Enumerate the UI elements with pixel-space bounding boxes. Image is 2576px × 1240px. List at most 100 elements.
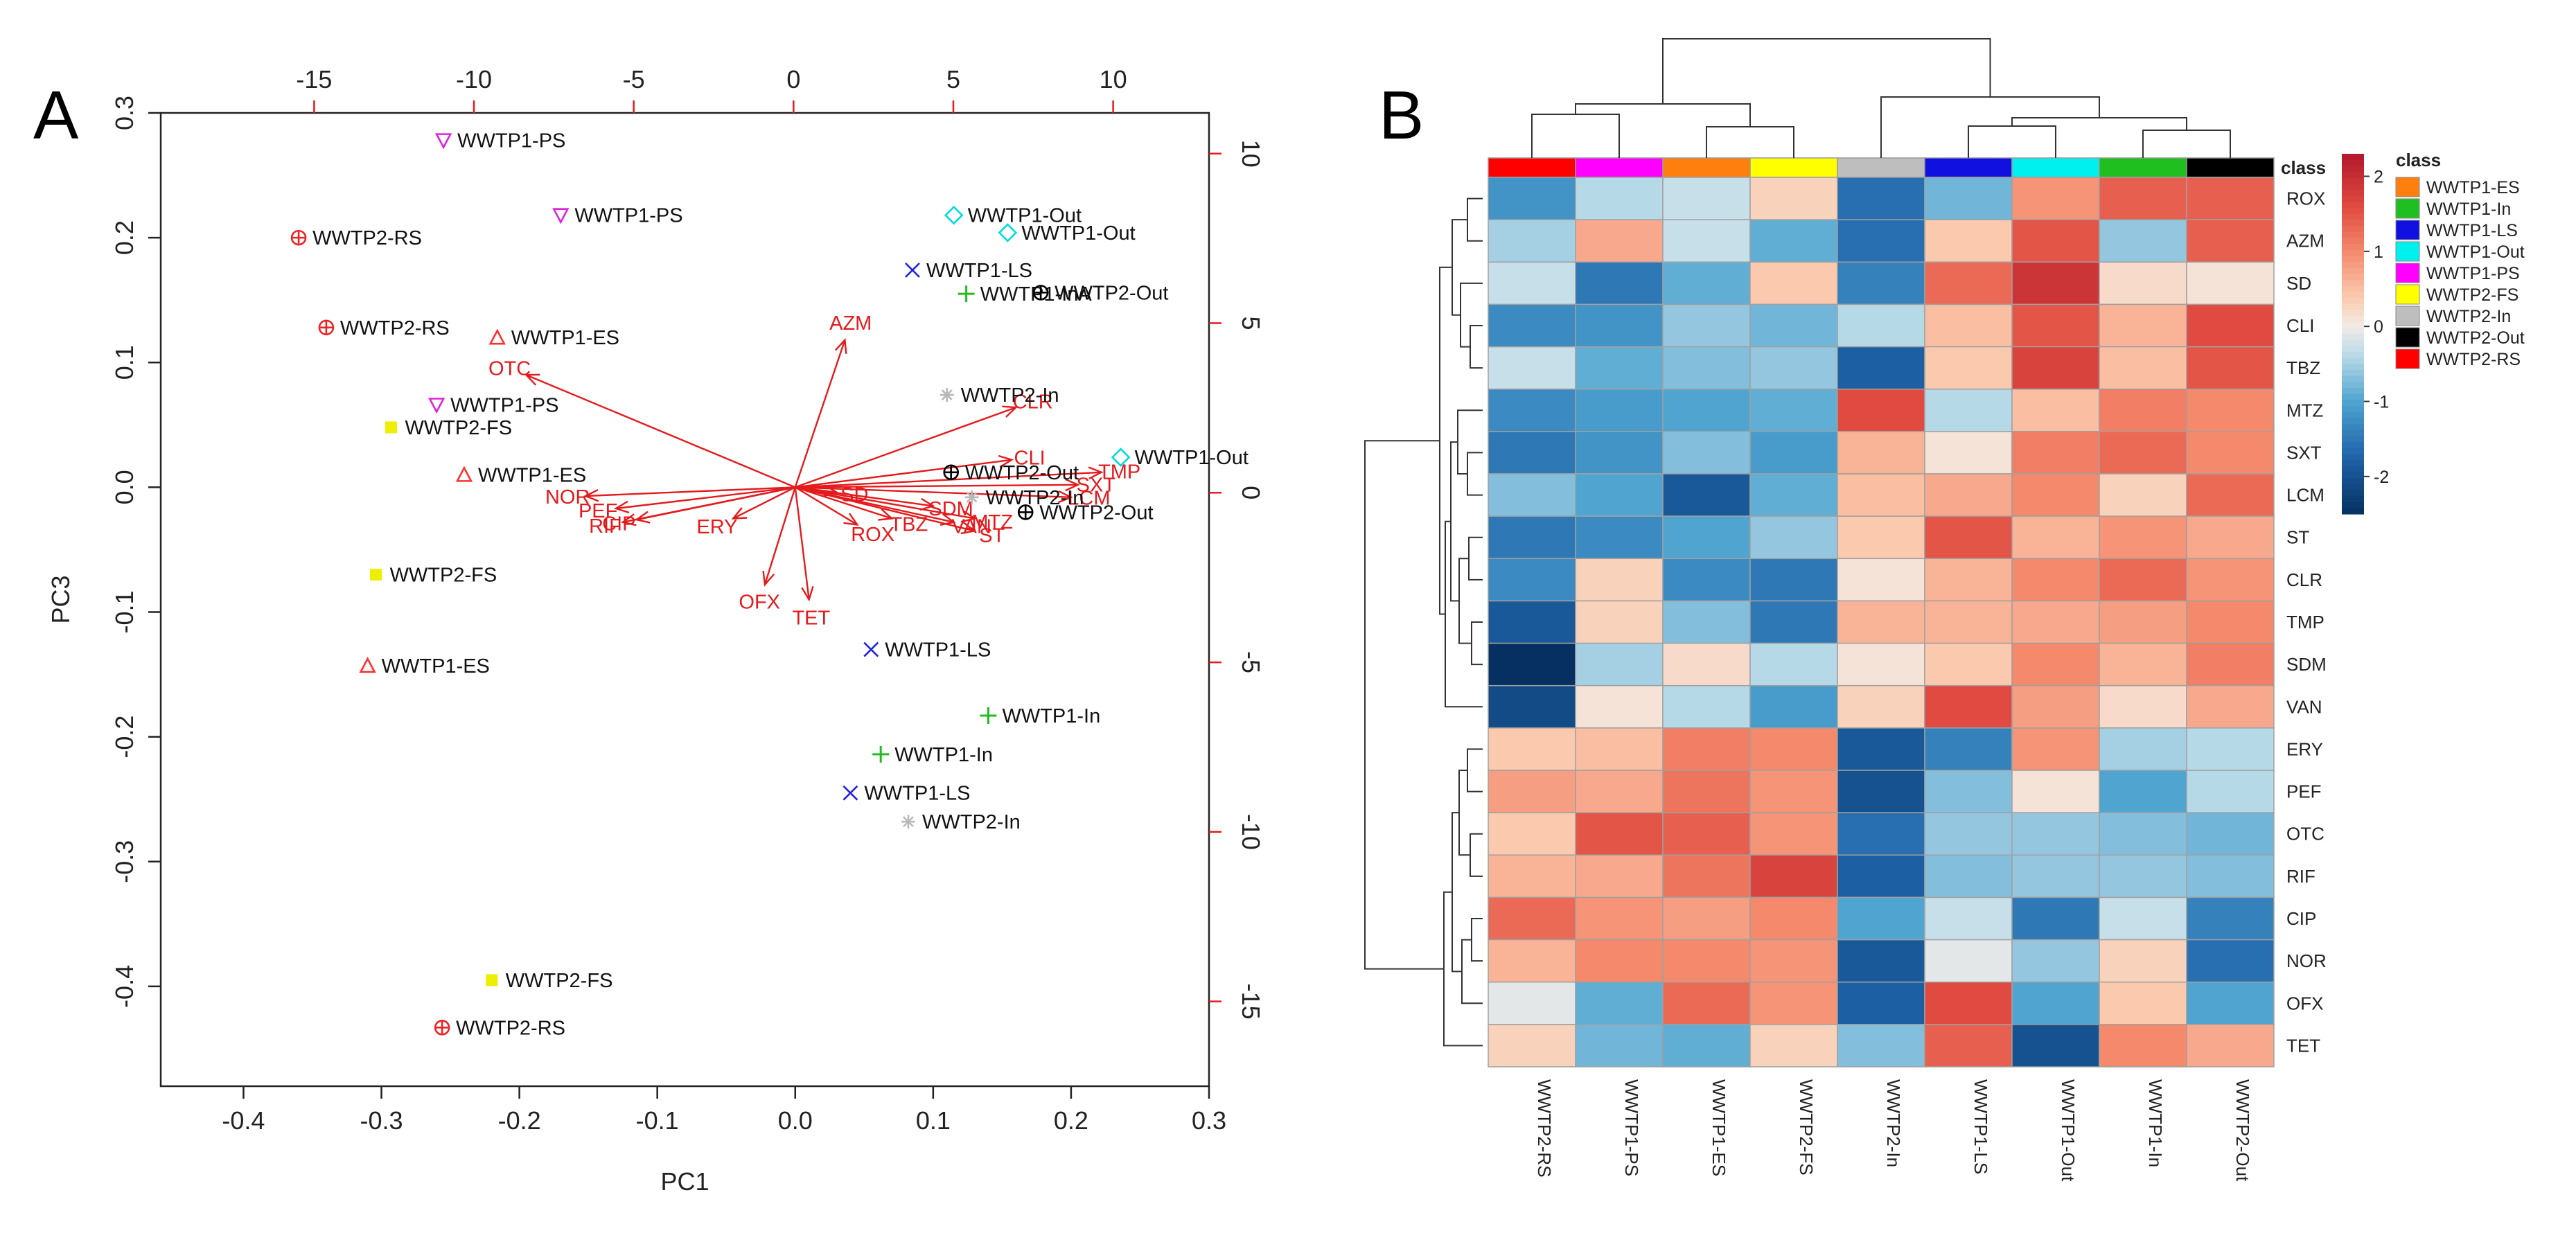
heatmap-cell (2186, 684, 2275, 729)
row-label: TMP (2286, 612, 2324, 632)
loading-vector (795, 486, 1071, 498)
vector-label: CLR (1013, 391, 1053, 413)
x-tick-label: -0.3 (360, 1106, 403, 1135)
heatmap-cell (1749, 261, 1838, 305)
point-label: WWTP1-Out (1135, 447, 1249, 469)
right-tick-label: 10 (1237, 140, 1265, 168)
vector-arrowhead (731, 507, 748, 520)
row-label: CLR (2286, 569, 2322, 590)
row-dendrogram-branch (1468, 536, 1483, 581)
vector-label: NOR (545, 486, 590, 508)
heatmap-cell (2186, 939, 2275, 983)
heatmap-cell (1662, 515, 1751, 560)
point-label: WWTP2-FS (405, 417, 512, 439)
point-label: WWTP1-PS (457, 130, 565, 152)
vector-arrowhead (583, 489, 599, 502)
class-annotation-cell (1837, 157, 1925, 178)
heatmap-cell (1924, 981, 2013, 1025)
point-marker-cross (1018, 505, 1033, 520)
heatmap-cell (1837, 896, 1925, 941)
heatmap-cell (2011, 388, 2100, 432)
heatmap-cell (1749, 727, 1838, 771)
heatmap-cell (2186, 177, 2275, 220)
vector-label: TBZ (890, 513, 928, 535)
heatmap-cell (1837, 219, 1925, 263)
heatmap-cell (1662, 770, 1751, 813)
x-tick-label: -0.1 (636, 1106, 679, 1135)
color-scale-segment (2342, 310, 2364, 317)
loading-vector (795, 486, 892, 520)
heatmap-cell (2186, 770, 2275, 813)
heatmap-cell (2099, 515, 2187, 560)
heatmap-cell (2186, 600, 2275, 644)
vector-arrowhead (614, 500, 630, 514)
color-scale-segment (2342, 274, 2364, 281)
point-label: WWTP1-Out (1021, 222, 1135, 245)
color-scale-segment (2342, 316, 2364, 323)
loading-vector (585, 486, 795, 497)
vector-label: PEF (579, 500, 617, 522)
vector-label: ROX (851, 524, 894, 546)
point-marker (944, 205, 964, 225)
row-dendrogram-branch (1458, 770, 1470, 856)
loading-vector (622, 486, 796, 523)
heatmap-cell (1749, 854, 1838, 898)
heatmap-cell (1924, 684, 2013, 729)
color-scale-segment (2342, 280, 2364, 287)
row-label: LCM (2286, 485, 2324, 506)
heatmap-cell (1488, 812, 1576, 856)
vector-arrowhead (524, 373, 540, 386)
color-scale-segment (2342, 436, 2364, 443)
y-tick-label: -0.1 (110, 590, 139, 633)
class-annotation-cell (2186, 157, 2275, 178)
x-axis-title: PC1 (660, 1167, 709, 1196)
point-label: WWTP2-RS (340, 317, 450, 339)
vector-arrowhead (621, 513, 637, 526)
heatmap-cell (1662, 558, 1751, 602)
point-marker-cross (435, 1020, 450, 1035)
heatmap-cell (2099, 473, 2187, 517)
class-annotation-cell (1488, 157, 1576, 178)
point-marker (385, 421, 397, 434)
heatmap-cell (2186, 515, 2275, 560)
row-dendrogram-branch (1471, 918, 1483, 962)
vector-label: ST (979, 525, 1005, 547)
color-scale-segment (2342, 382, 2364, 389)
x-tick-label: 0.3 (1192, 1106, 1226, 1135)
point-marker (359, 657, 376, 673)
heatmap-cell (2099, 939, 2187, 983)
heatmap-cell (1924, 770, 2013, 813)
row-dendrogram-branch (1471, 621, 1483, 666)
heatmap-cell (1749, 600, 1838, 644)
heatmap-cell (2011, 642, 2100, 687)
heatmap-cell (1488, 981, 1576, 1025)
plot-frame (159, 112, 1210, 1088)
class-annotation-cell (1575, 157, 1664, 178)
heatmap-cell (1662, 261, 1751, 305)
heatmap-cell (1749, 981, 1838, 1025)
heatmap-cell (1575, 303, 1664, 348)
color-scale-segment (2342, 244, 2364, 251)
point-label: WWTP1-PS (450, 395, 558, 417)
vector-label: OFX (739, 592, 780, 614)
heatmap-cell (2011, 515, 2100, 560)
legend-swatch (2395, 198, 2420, 219)
heatmap-cell (1924, 346, 2013, 390)
point-label: WWTP2-RS (456, 1017, 565, 1039)
color-scale-label: -2 (2374, 468, 2389, 487)
heatmap-cell (2186, 642, 2275, 687)
point-marker (905, 263, 920, 278)
top-tick-label: -10 (456, 65, 492, 94)
heatmap-cell (1924, 642, 2013, 687)
heatmap-cell (1488, 642, 1576, 687)
heatmap-cell (2099, 303, 2187, 348)
color-scale-segment (2342, 256, 2364, 263)
heatmap-cell (1837, 812, 1925, 856)
row-label: PEF (2286, 781, 2322, 802)
row-label: SXT (2286, 442, 2322, 463)
color-scale-label: 1 (2374, 242, 2383, 262)
heatmap-cell (1488, 896, 1576, 941)
heatmap-cell (2011, 558, 2100, 602)
heatmap-cell (2011, 939, 2100, 983)
x-tick-label: 0.2 (1054, 1106, 1088, 1135)
